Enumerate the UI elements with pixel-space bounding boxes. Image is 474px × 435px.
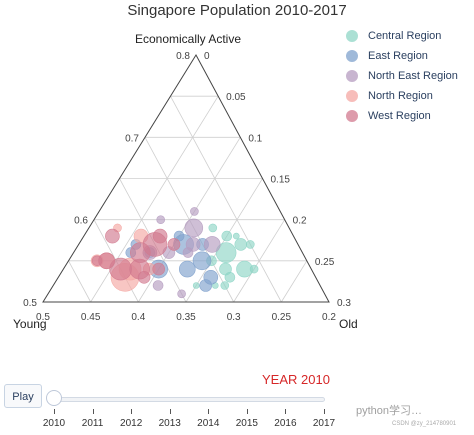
data-point[interactable] [105,228,120,244]
legend-swatch [346,50,358,62]
legend-item[interactable]: West Region [346,106,458,126]
data-point[interactable] [215,242,237,263]
slider-step-label[interactable]: 2013 [158,418,181,429]
data-point[interactable] [246,240,255,249]
data-point[interactable] [152,262,165,276]
data-point[interactable] [221,230,233,242]
data-point[interactable] [109,257,132,281]
axis-title-young: Young [13,317,47,331]
slider-tick [131,409,133,414]
slider-step-label[interactable]: 2017 [312,418,336,429]
slider-tick [169,409,171,414]
slider-step-label[interactable]: 2011 [81,418,104,429]
tick-label-old: 0.15 [271,175,291,186]
grid-line [68,260,92,303]
tick-label-old: 0.2 [293,216,307,227]
legend-label: Central Region [368,30,442,42]
slider-step-label[interactable]: 2012 [120,418,143,429]
tick-label-economically-active: 0.6 [74,216,88,227]
slider-step-label[interactable]: 2014 [197,418,220,429]
legend-item[interactable]: East Region [346,46,458,66]
year-slider-handle[interactable] [46,390,62,406]
legend-item[interactable]: North East Region [346,66,458,86]
data-point[interactable] [249,264,259,274]
axis-title-old: Old [339,317,358,331]
data-point[interactable] [190,207,199,216]
watermark: python学习… [356,405,423,417]
legend-label: North Region [368,90,433,102]
data-point[interactable] [199,279,212,292]
slider-tick [54,409,55,414]
data-point[interactable] [167,238,181,251]
legend-swatch [346,110,358,122]
legend-item[interactable]: Central Region [346,26,458,46]
chart-title: Singapore Population 2010-2017 [127,2,347,19]
tick-label-young: 0.5 [36,312,50,323]
series-north-east-region [142,207,221,299]
tick-label-young: 0.45 [81,312,101,323]
tick-label-young: 0.4 [131,312,145,323]
grid-line [170,95,282,303]
tick-label-old: 0.1 [248,133,262,144]
slider-step-label[interactable]: 2015 [235,418,258,429]
slider-step-label[interactable]: 2016 [274,418,297,429]
legend-swatch [346,90,358,102]
data-point[interactable] [184,218,204,238]
axis-title-economically-active: Economically Active [135,32,241,46]
data-point[interactable] [203,236,221,253]
year-label: YEAR 2010 [262,372,330,387]
data-point[interactable] [208,223,218,233]
legend-item[interactable]: North Region [346,86,458,106]
slider-tick [246,409,248,414]
play-button[interactable]: Play [4,384,42,408]
tick-label-old: 0.3 [337,298,351,309]
tick-labels: 0.5 0.6 0.7 0.8 0.5 0.45 0.4 0.35 0.3 0.25 0.2 0 0.0… [23,51,351,323]
series-west-region [91,228,181,284]
tick-label-young: 0.25 [272,312,292,323]
data-point[interactable] [177,289,186,299]
tick-label-young: 0.35 [176,312,196,323]
slider-tick [285,409,287,414]
tick-label-economically-active: 0.8 [176,51,190,62]
data-point[interactable] [224,271,236,283]
ternary-frame [42,54,330,303]
data-point[interactable] [220,281,230,290]
watermark-subtext: CSDN @zy_214780901 [392,421,457,427]
legend-swatch [346,70,358,82]
tick-label-old: 0 [204,51,210,62]
data-point[interactable] [179,260,196,278]
data-point[interactable] [156,215,165,224]
slider-tick [208,409,210,414]
data-point[interactable] [137,270,151,284]
legend-label: East Region [368,50,428,62]
data-point[interactable] [152,280,164,291]
legend: Central Region East Region North East Regi… [346,26,458,126]
legend-label: North East Region [368,70,458,82]
data-point[interactable] [152,228,168,244]
data-point[interactable] [91,255,103,267]
data-point[interactable] [234,238,248,251]
tick-label-old: 0.05 [226,92,246,103]
year-slider-rail[interactable] [53,397,325,402]
legend-swatch [346,30,358,42]
slider-tick [324,409,325,414]
data-point[interactable] [233,232,240,240]
tick-label-young: 0.3 [227,312,241,323]
tick-label-old: 0.25 [315,257,335,268]
series-central-region [192,223,259,290]
slider-step-label[interactable]: 2010 [42,418,66,429]
data-points [90,207,259,299]
data-point[interactable] [182,247,194,258]
grid-line [280,260,308,303]
data-point[interactable] [192,282,200,289]
slider-tick [92,409,94,414]
tick-label-young: 0.2 [322,312,336,323]
tick-label-economically-active: 0.5 [23,298,37,309]
tick-label-economically-active: 0.7 [125,133,139,144]
data-point[interactable] [192,251,212,271]
legend-label: West Region [368,110,431,122]
